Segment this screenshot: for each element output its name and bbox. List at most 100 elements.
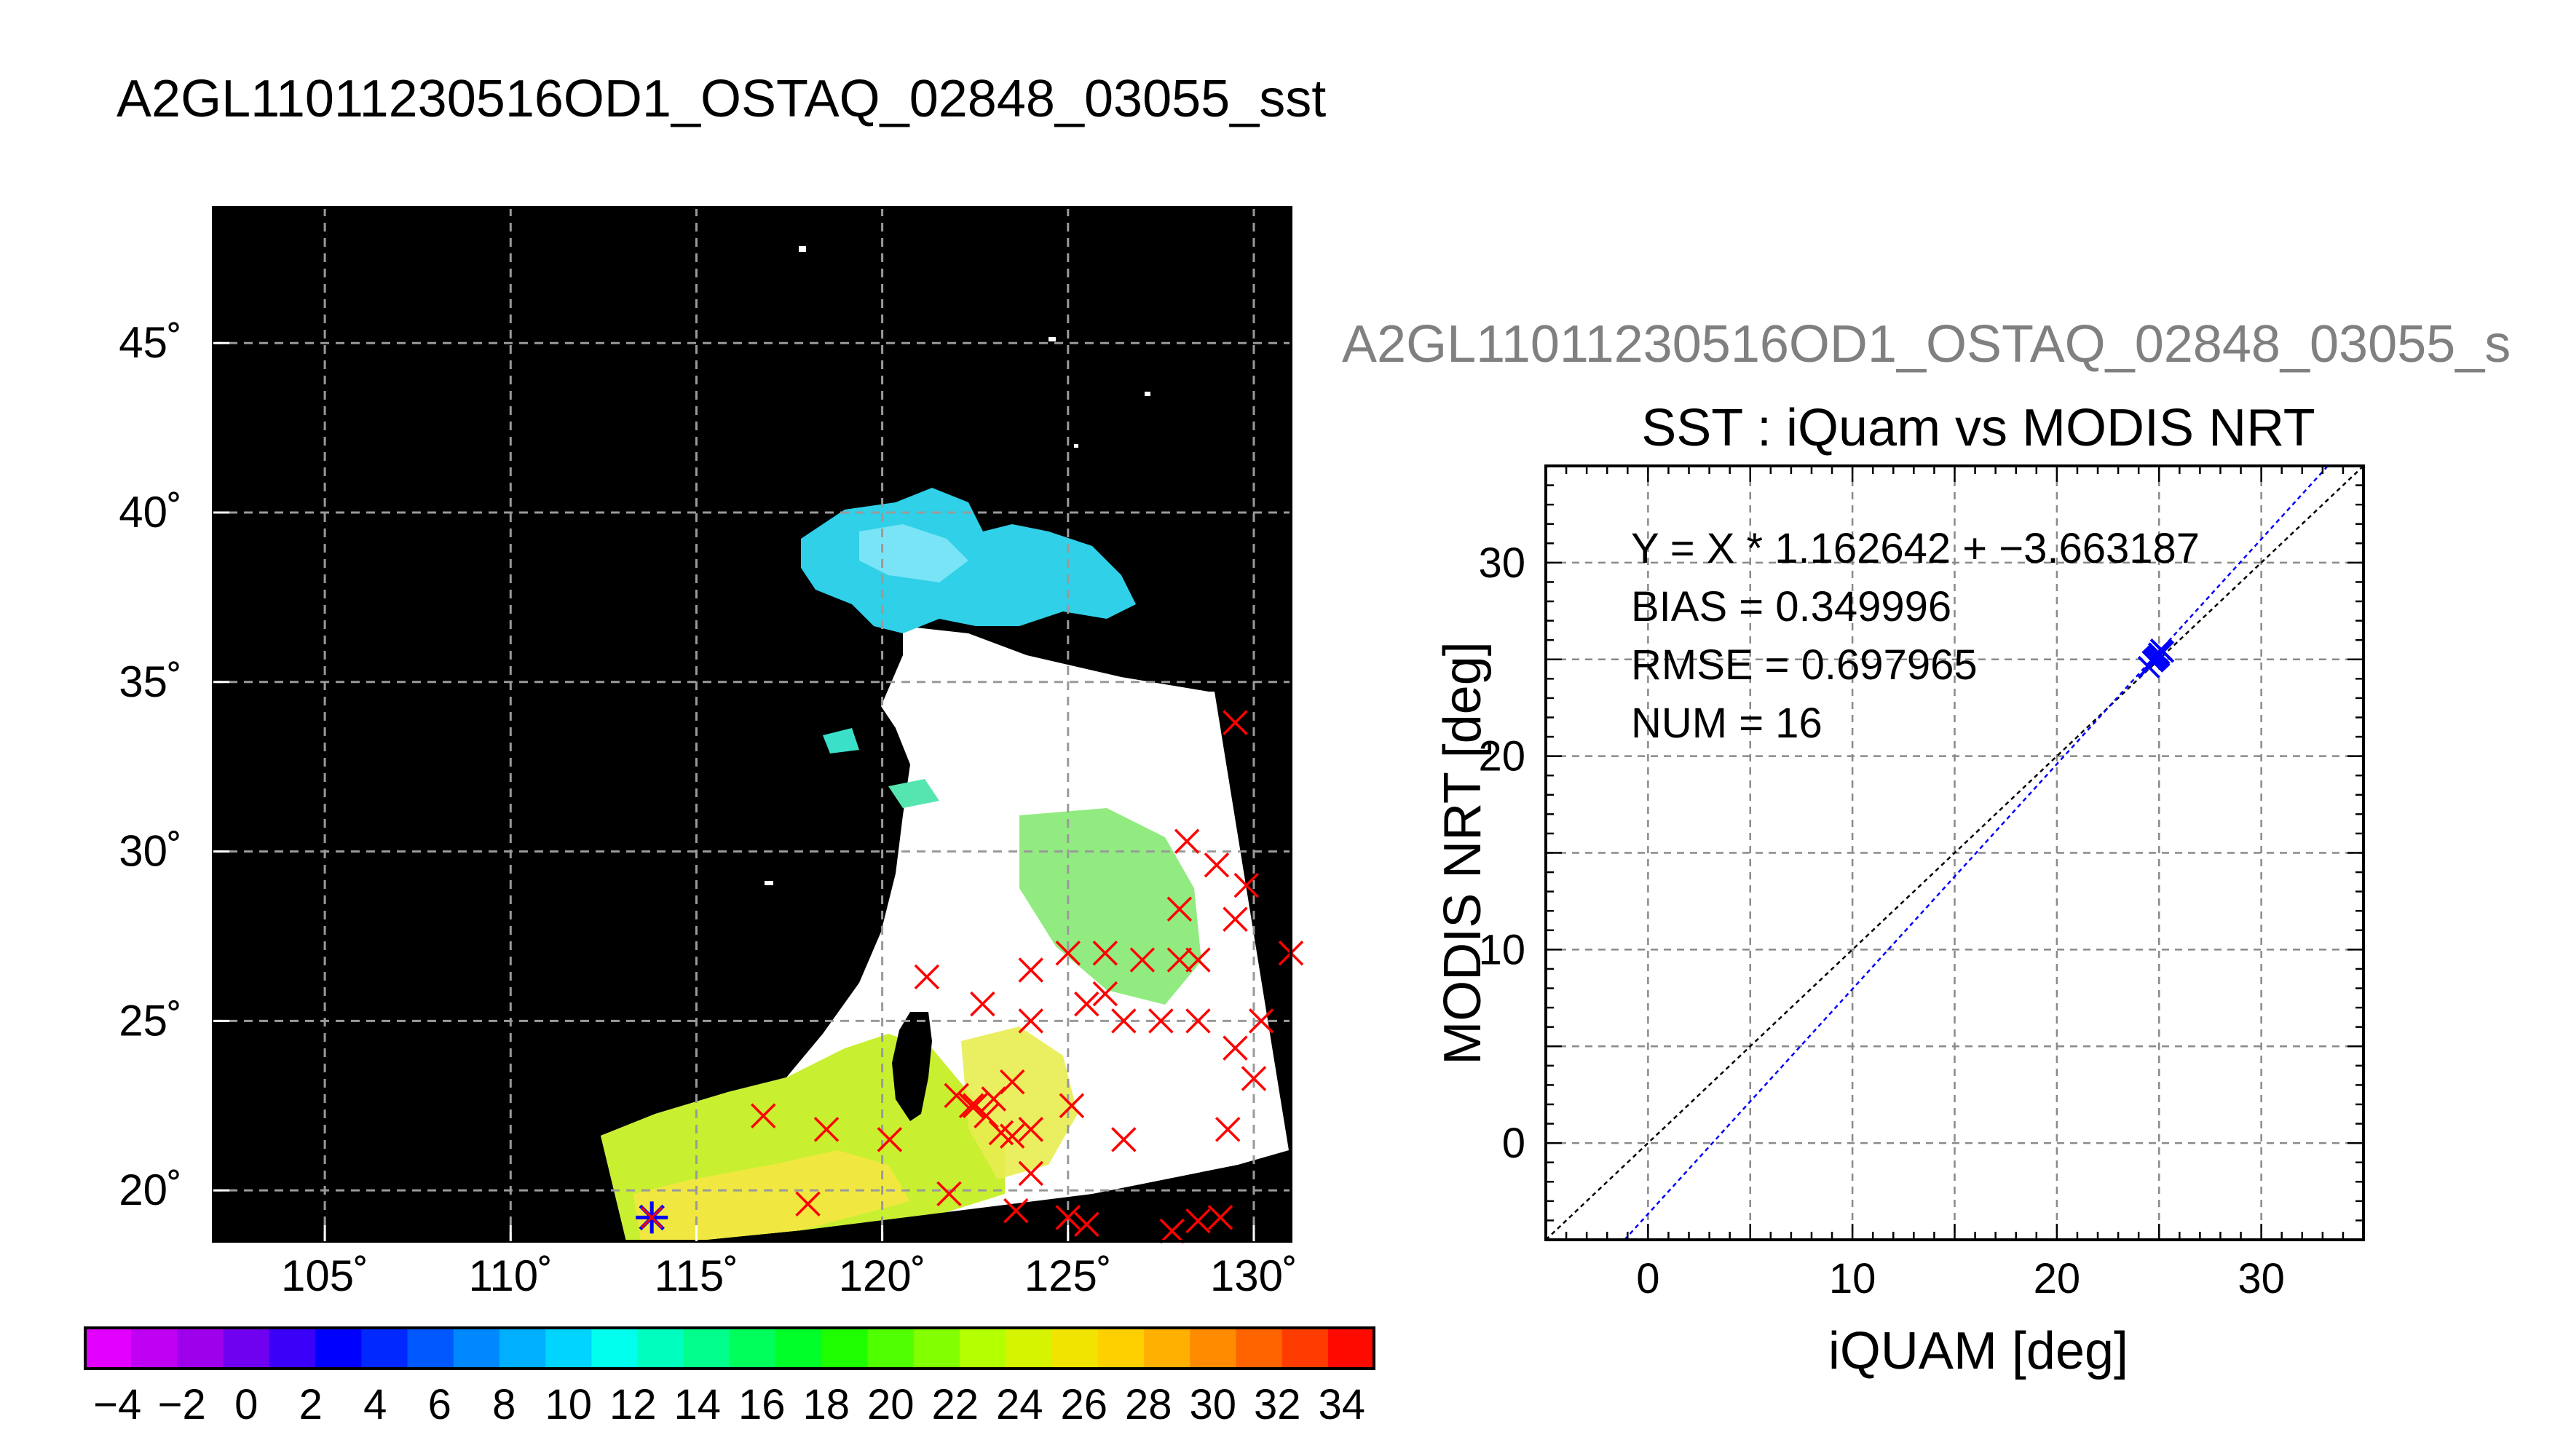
scatter-reference-lines xyxy=(1545,465,2364,1241)
colorbar-tick-label: 14 xyxy=(674,1381,721,1428)
insitu-marker xyxy=(1129,947,1156,973)
colorbar: −4 −2 0 2 4 6 8 10 12 14 16 18 20 22 24 26 28 30 32 34 xyxy=(84,1326,1375,1428)
insitu-marker xyxy=(1018,1160,1043,1187)
scatter-tick-label-x: 10 xyxy=(1829,1255,1876,1302)
colorbar-swatch xyxy=(1051,1328,1099,1369)
colorbar-tick-label: 22 xyxy=(931,1381,979,1428)
stats-num: NUM = 16 xyxy=(1631,700,1823,747)
stats-block: Y = X * 1.162642 + −3.663187 BIAS = 0.34… xyxy=(1631,525,2200,747)
stats-fit-equation: Y = X * 1.162642 + −3.663187 xyxy=(1631,525,2200,572)
scatter-title: SST : iQuam vs MODIS NRT xyxy=(1641,399,2315,457)
insitu-marker-stroke-b xyxy=(1174,828,1200,854)
insitu-marker xyxy=(944,1083,969,1109)
map-tick-label-lat: 30˚ xyxy=(119,827,182,876)
colorbar-swatch xyxy=(1282,1328,1329,1369)
insitu-marker xyxy=(1185,947,1211,973)
insitu-marker-stroke-b xyxy=(1055,941,1081,966)
insitu-marker xyxy=(1092,941,1118,966)
colorbar-swatch xyxy=(545,1328,593,1369)
small-islands xyxy=(765,246,1150,885)
insitu-marker-stroke-b xyxy=(1166,896,1193,922)
insitu-marker-stroke-b xyxy=(1223,710,1248,735)
insitu-marker-stroke-b xyxy=(1148,1008,1174,1034)
east-sea-green xyxy=(1019,808,1201,1005)
colorbar-tick-label: −4 xyxy=(93,1381,141,1428)
colorbar-tick-label: 20 xyxy=(867,1381,915,1428)
map-tick-label-lat: 35˚ xyxy=(119,657,182,706)
colorbar-swatch xyxy=(730,1328,777,1369)
colorbar-swatch xyxy=(453,1328,500,1369)
insitu-marker xyxy=(1223,906,1248,932)
insitu-marker xyxy=(1223,1035,1248,1061)
insitu-marker-stroke-b xyxy=(1074,1211,1099,1237)
map-tick-label-lon: 110˚ xyxy=(468,1251,553,1300)
y-axis-label: MODIS NRT [deg] xyxy=(1434,641,1492,1065)
insitu-marker xyxy=(1018,1008,1043,1034)
scatter-tick-label-x: 0 xyxy=(1636,1255,1659,1302)
map-tick-label-lat: 20˚ xyxy=(119,1166,182,1214)
insitu-marker xyxy=(1000,1123,1025,1149)
insitu-marker xyxy=(1215,1117,1241,1142)
map-tick-label-lon: 120˚ xyxy=(839,1251,926,1300)
insitu-marker-stroke-b xyxy=(1092,981,1118,1007)
colorbar-tick-label: 2 xyxy=(299,1381,323,1428)
colorbar-tick-label: 16 xyxy=(738,1381,786,1428)
insitu-marker xyxy=(1223,710,1248,735)
insitu-marker-stroke-b xyxy=(970,991,995,1017)
insitu-marker xyxy=(974,1103,999,1128)
matchup-marker-red-b xyxy=(641,1206,663,1229)
insitu-marker xyxy=(1000,1069,1025,1095)
scatter-point-stroke-b xyxy=(2147,644,2171,667)
colorbar-swatch xyxy=(131,1328,178,1369)
colorbar-swatch xyxy=(960,1328,1007,1369)
colorbar-swatch xyxy=(1143,1328,1190,1369)
colorbar-tick-labels: −4 −2 0 2 4 6 8 10 12 14 16 18 20 22 24 26 28 30 32 34 xyxy=(93,1381,1365,1428)
insitu-marker-stroke-b xyxy=(1018,1160,1043,1187)
colorbar-tick-label: 24 xyxy=(996,1381,1043,1428)
scatter-grid xyxy=(1546,466,2364,1240)
colorbar-swatch xyxy=(1097,1328,1145,1369)
colorbar-swatch xyxy=(85,1328,133,1369)
colorbar-tick-label: 30 xyxy=(1189,1381,1236,1428)
scatter-tick-label-y: 10 xyxy=(1478,926,1525,973)
coast-teal-a xyxy=(823,728,859,753)
regression-fit-line xyxy=(1624,465,2329,1241)
insitu-marker xyxy=(1018,1117,1043,1142)
insitu-marker-stroke-b xyxy=(1223,906,1248,932)
map-tick-label-lon: 105˚ xyxy=(281,1251,368,1300)
colorbar-swatch xyxy=(821,1328,869,1369)
south-sea-yellow xyxy=(633,1150,910,1241)
scatter-point xyxy=(2147,644,2171,667)
insitu-marker-stroke-b xyxy=(1055,1205,1081,1230)
insitu-marker-stroke-b xyxy=(944,1083,969,1109)
insitu-marker xyxy=(1111,1127,1137,1152)
insitu-marker xyxy=(751,1103,776,1128)
map-tick-label-lat: 25˚ xyxy=(119,996,182,1045)
colorbar-swatch xyxy=(407,1328,454,1369)
colorbar-frame xyxy=(84,1326,1375,1370)
insitu-marker-stroke-b xyxy=(974,1103,999,1128)
colorbar-tick-label: 0 xyxy=(234,1381,258,1428)
insitu-marker-stroke-b xyxy=(1092,941,1118,966)
insitu-marker-stroke-b xyxy=(1000,1069,1025,1095)
map-tick-label-lon: 125˚ xyxy=(1024,1251,1112,1300)
colorbar-tick-label: 10 xyxy=(545,1381,592,1428)
insitu-marker xyxy=(1074,1211,1099,1237)
colorbar-swatch xyxy=(867,1328,915,1369)
scatter-tick-label-y: 30 xyxy=(1478,539,1525,587)
map-frame xyxy=(212,206,1292,1243)
insitu-marker-stroke-b xyxy=(795,1191,821,1217)
scatter-tick-label-y: 0 xyxy=(1502,1120,1525,1167)
insitu-marker xyxy=(1003,1198,1029,1224)
scatter-supertitle: A2GL11011230516OD1_OSTAQ_02848_03055_s xyxy=(1342,315,2511,373)
coast-teal-b xyxy=(888,779,939,808)
insitu-marker xyxy=(1111,1008,1137,1034)
insitu-marker xyxy=(1055,941,1081,966)
colorbar-swatch xyxy=(361,1328,408,1369)
insitu-marker xyxy=(1166,896,1193,922)
insitu-marker-stroke-b xyxy=(1185,947,1211,973)
insitu-marker-stroke-b xyxy=(1248,1008,1274,1034)
colorbar-tick-label: 4 xyxy=(363,1381,387,1428)
page-title: A2GL11011230516OD1_OSTAQ_02848_03055_sst xyxy=(117,70,1326,128)
